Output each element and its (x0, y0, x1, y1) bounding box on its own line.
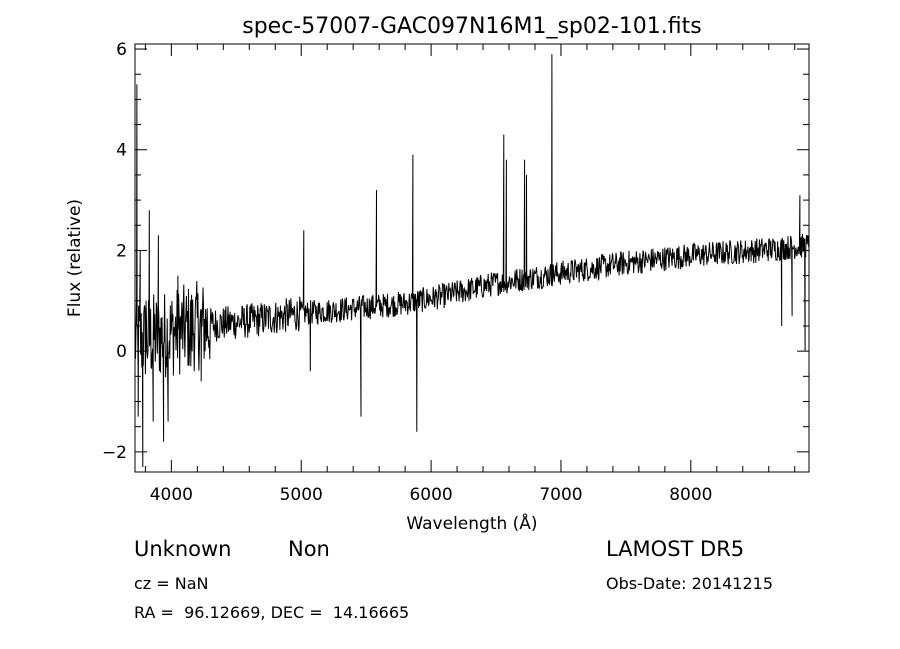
x-tick-label: 6000 (409, 485, 452, 505)
x-axis-label: Wavelength (Å) (406, 512, 537, 534)
y-tick-label: 4 (116, 141, 127, 161)
ra-dec-coordinates: RA = 96.12669, DEC = 14.16665 (134, 603, 410, 622)
axis-ticks (135, 44, 809, 472)
chart-title: spec-57007-GAC097N16M1_sp02-101.fits (242, 14, 702, 39)
y-tick-label: 0 (116, 342, 127, 362)
spectrum-line (134, 54, 810, 468)
y-tick-label: 6 (116, 40, 127, 60)
x-tick-label: 8000 (669, 485, 712, 505)
y-axis-label: Flux (relative) (65, 199, 85, 317)
object-subclass: Non (288, 537, 330, 561)
y-tick-label: 2 (116, 241, 127, 261)
x-tick-label: 7000 (539, 485, 582, 505)
object-class: Unknown (134, 537, 232, 561)
y-tick-label: −2 (102, 443, 127, 463)
redshift-cz: cz = NaN (134, 574, 209, 593)
x-tick-label: 5000 (280, 485, 323, 505)
x-tick-labels: 4000 5000 6000 7000 8000 (150, 485, 713, 505)
survey-name: LAMOST DR5 (606, 537, 745, 561)
plot-frame (134, 43, 810, 473)
observation-date: Obs-Date: 20141215 (606, 574, 774, 593)
y-tick-labels: −2 0 2 4 6 (102, 40, 127, 463)
x-tick-label: 4000 (150, 485, 193, 505)
